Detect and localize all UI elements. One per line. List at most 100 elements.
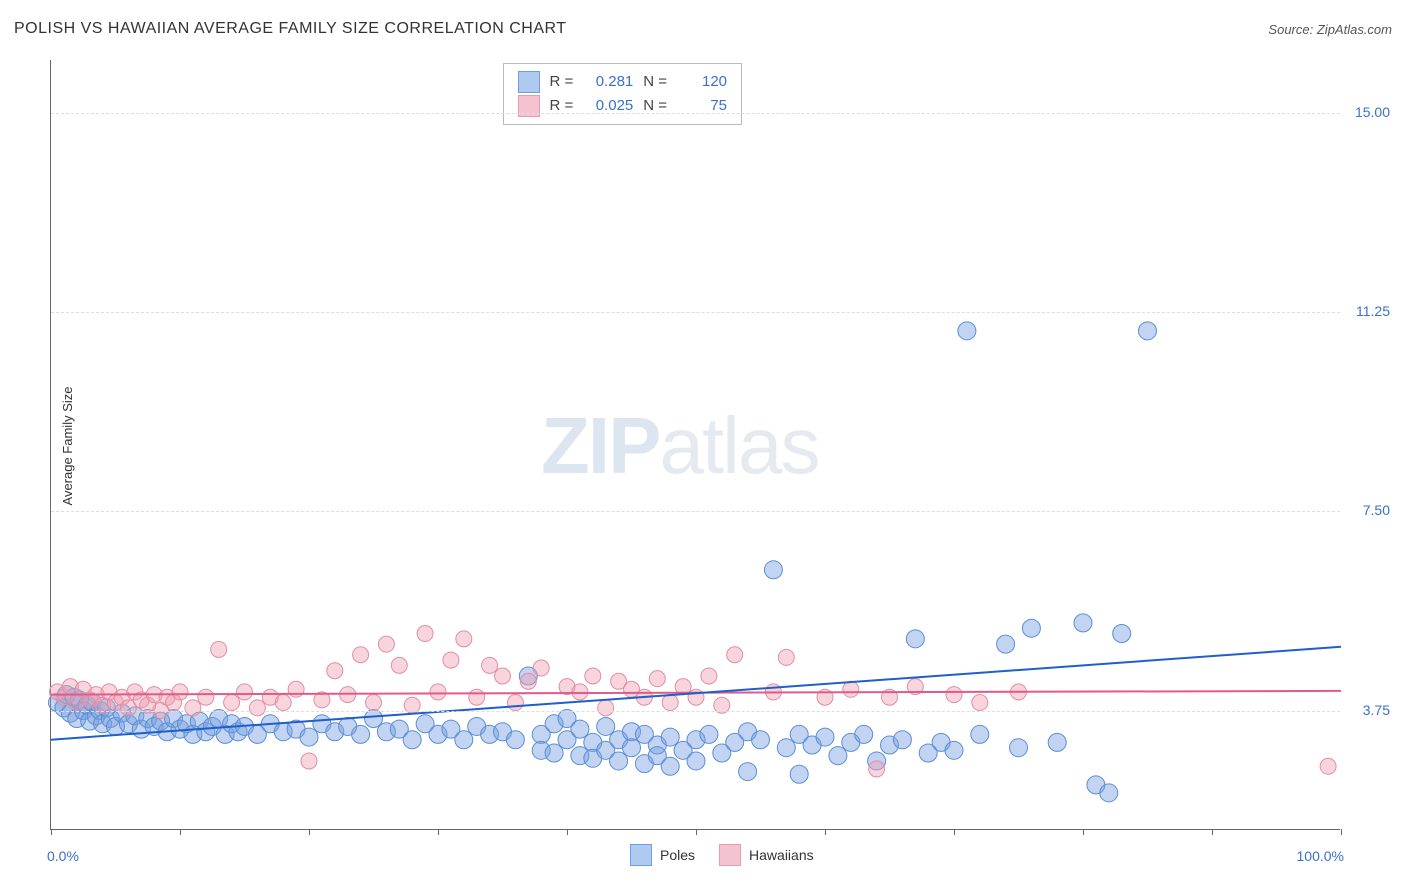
- stat-r-poles: 0.281: [583, 70, 633, 94]
- data-point: [946, 687, 962, 703]
- data-point: [1010, 739, 1028, 757]
- legend-swatch-poles: [630, 844, 652, 866]
- stat-n-label: N =: [643, 70, 667, 94]
- data-point: [300, 728, 318, 746]
- data-point: [649, 671, 665, 687]
- data-point: [211, 641, 227, 657]
- data-point: [1100, 784, 1118, 802]
- data-point: [353, 647, 369, 663]
- stats-box: R = 0.281 N = 120 R = 0.025 N = 75: [503, 63, 743, 125]
- x-tick: [825, 829, 826, 835]
- data-point: [185, 700, 201, 716]
- data-point: [1139, 322, 1157, 340]
- y-tick-label: 15.00: [1355, 104, 1390, 120]
- x-tick: [309, 829, 310, 835]
- legend-item-hawaiians: Hawaiians: [719, 844, 814, 866]
- data-point: [275, 695, 291, 711]
- data-point: [752, 731, 770, 749]
- x-tick: [51, 829, 52, 835]
- data-point: [533, 660, 549, 676]
- data-point: [198, 689, 214, 705]
- data-point: [739, 763, 757, 781]
- x-tick: [696, 829, 697, 835]
- data-point: [224, 695, 240, 711]
- data-point: [1320, 758, 1336, 774]
- stat-n-hawaiians: 75: [677, 94, 727, 118]
- data-point: [391, 657, 407, 673]
- data-point: [1074, 614, 1092, 632]
- data-point: [997, 635, 1015, 653]
- x-tick: [1083, 829, 1084, 835]
- data-point: [972, 695, 988, 711]
- data-point: [352, 725, 370, 743]
- data-point: [1022, 619, 1040, 637]
- x-tick: [180, 829, 181, 835]
- stat-r-hawaiians: 0.025: [583, 94, 633, 118]
- data-point: [456, 631, 472, 647]
- data-point: [1048, 733, 1066, 751]
- data-point: [778, 649, 794, 665]
- stats-row-poles: R = 0.281 N = 120: [518, 70, 728, 94]
- plot-area: ZIPatlas R = 0.281 N = 120 R = 0.025 N =…: [50, 60, 1340, 830]
- data-point: [572, 684, 588, 700]
- data-point: [869, 761, 885, 777]
- title-bar: POLISH VS HAWAIIAN AVERAGE FAMILY SIZE C…: [14, 20, 1392, 38]
- data-point: [585, 668, 601, 684]
- x-tick: [438, 829, 439, 835]
- data-point: [623, 739, 641, 757]
- data-point: [1113, 625, 1131, 643]
- data-point: [598, 700, 614, 716]
- legend-label-hawaiians: Hawaiians: [749, 847, 814, 863]
- data-point: [327, 663, 343, 679]
- data-point: [790, 765, 808, 783]
- data-point: [829, 747, 847, 765]
- data-point: [727, 647, 743, 663]
- data-point: [661, 757, 679, 775]
- data-point: [662, 695, 678, 711]
- data-point: [701, 668, 717, 684]
- source-name: ZipAtlas.com: [1317, 22, 1392, 37]
- data-point: [777, 739, 795, 757]
- y-tick-label: 11.25: [1356, 303, 1390, 319]
- x-tick: [1212, 829, 1213, 835]
- data-point: [430, 684, 446, 700]
- data-point: [816, 728, 834, 746]
- y-tick-label: 7.50: [1363, 502, 1390, 518]
- data-point: [971, 725, 989, 743]
- stat-n-poles: 120: [677, 70, 727, 94]
- data-point: [906, 630, 924, 648]
- data-point: [495, 668, 511, 684]
- data-point: [366, 695, 382, 711]
- data-point: [945, 741, 963, 759]
- gridline-h: [51, 113, 1340, 114]
- data-point: [520, 673, 536, 689]
- data-point: [506, 731, 524, 749]
- gridline-h: [51, 511, 1340, 512]
- data-point: [403, 731, 421, 749]
- stat-r-label: R =: [550, 70, 574, 94]
- stats-row-hawaiians: R = 0.025 N = 75: [518, 94, 728, 118]
- stat-n-label: N =: [643, 94, 667, 118]
- swatch-poles: [518, 71, 540, 93]
- chart-title: POLISH VS HAWAIIAN AVERAGE FAMILY SIZE C…: [14, 20, 567, 38]
- data-point: [571, 720, 589, 738]
- data-point: [237, 684, 253, 700]
- data-point: [249, 700, 265, 716]
- data-point: [365, 709, 383, 727]
- x-tick: [954, 829, 955, 835]
- data-point: [610, 752, 628, 770]
- data-point: [661, 728, 679, 746]
- y-tick-label: 3.75: [1363, 702, 1390, 718]
- data-point: [378, 636, 394, 652]
- data-point: [855, 725, 873, 743]
- data-point: [172, 684, 188, 700]
- gridline-h: [51, 312, 1340, 313]
- stat-r-label: R =: [550, 94, 574, 118]
- x-tick: [567, 829, 568, 835]
- data-point: [688, 689, 704, 705]
- data-point: [597, 717, 615, 735]
- data-point: [455, 731, 473, 749]
- data-point: [417, 626, 433, 642]
- source-label: Source:: [1268, 22, 1313, 37]
- data-point: [764, 561, 782, 579]
